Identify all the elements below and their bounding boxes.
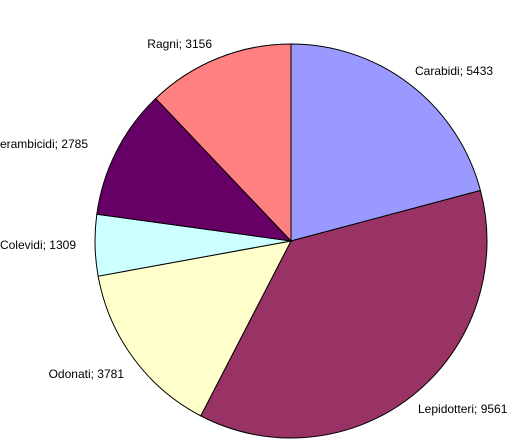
pie-slice-lepidotteri — [200, 189, 488, 439]
pie-label-lepidotteri: Lepidotteri; 9561 — [418, 402, 508, 416]
pie-labels: Carabidi; 5433 Lepidotteri; 9561 Odonati; … — [0, 37, 508, 416]
pie-slice-odonati — [97, 240, 292, 417]
pie-slices — [94, 43, 488, 439]
pie-label-ragni: Ragni; 3156 — [147, 37, 212, 51]
pie-label-cerambicidi: Cerambicidi; 2785 — [0, 137, 88, 151]
pie-label-odonati: Odonati; 3781 — [49, 367, 125, 381]
pie-slice-ragni — [154, 43, 292, 243]
pie-label-colevidi: Colevidi; 1309 — [0, 238, 76, 252]
pie-slice-carabidi — [290, 43, 482, 242]
pie-slice-cerambicidi — [96, 97, 293, 242]
pie-label-carabidi: Carabidi; 5433 — [415, 64, 493, 78]
